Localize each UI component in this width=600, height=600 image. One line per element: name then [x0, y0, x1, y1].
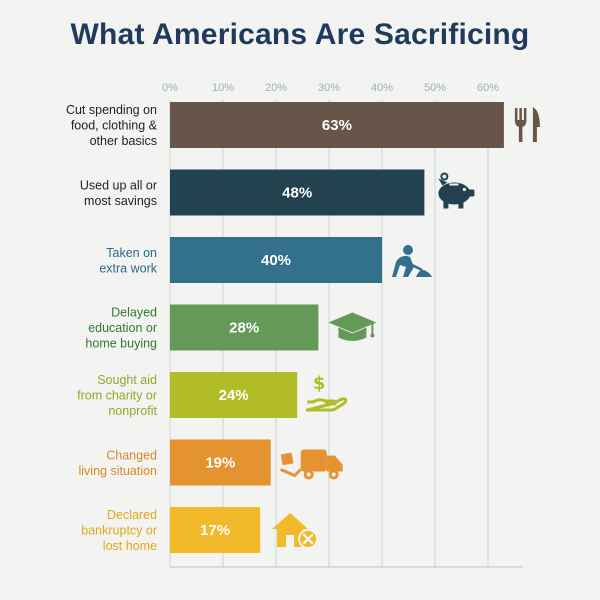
category-labels: Cut spending on food, clothing & other bas… [66, 103, 158, 553]
x-tick-label: 0% [162, 82, 178, 94]
category-label: Taken on extra work [99, 246, 157, 276]
bar [170, 304, 319, 351]
category-label: Delayed education or home buying [85, 306, 157, 351]
x-tick-label: 30% [318, 82, 340, 94]
category-label: Changed living situation [78, 448, 157, 478]
data-label: 63% [322, 117, 352, 134]
data-label: 24% [219, 387, 249, 404]
category-label: Used up all or most savings [80, 178, 157, 208]
data-label: 28% [229, 320, 259, 337]
x-tick-label: 10% [212, 82, 234, 94]
x-axis-ticks: 0% 10% 20% 30% 40% 50% 60% [162, 82, 499, 94]
bars [170, 102, 504, 553]
x-tick-label: 50% [424, 82, 446, 94]
data-label: 40% [261, 252, 291, 269]
data-label: 48% [282, 185, 312, 202]
chart-title: What Americans Are Sacrificing [70, 18, 530, 51]
icons: $ [272, 107, 540, 549]
bar [170, 439, 271, 486]
bar [170, 372, 298, 418]
fork-knife-icon [514, 107, 540, 142]
x-tick-label: 60% [477, 82, 499, 94]
worker-shovel-icon [392, 245, 432, 277]
bar [170, 102, 504, 148]
x-tick-label: 20% [265, 82, 287, 94]
category-label: Cut spending on food, clothing & other bas… [66, 103, 158, 148]
x-tick-label: 40% [371, 82, 393, 94]
moving-truck-icon [280, 449, 343, 480]
piggy-bank-icon [438, 172, 475, 209]
bar [170, 507, 261, 553]
data-label: 19% [205, 455, 235, 472]
hand-dollar-icon: $ [305, 373, 348, 412]
data-label: 17% [200, 522, 230, 539]
svg-text:$: $ [313, 373, 326, 394]
category-label: Declared bankruptcy or lost home [81, 508, 157, 553]
value-labels: 63% 48% 40% 28% 24% 19% 17% [200, 117, 352, 539]
bar [170, 237, 382, 283]
bar [170, 169, 425, 216]
graduation-cap-icon [328, 312, 377, 341]
category-label: Sought aid from charity or nonprofit [77, 373, 157, 418]
house-x-icon [272, 513, 319, 549]
